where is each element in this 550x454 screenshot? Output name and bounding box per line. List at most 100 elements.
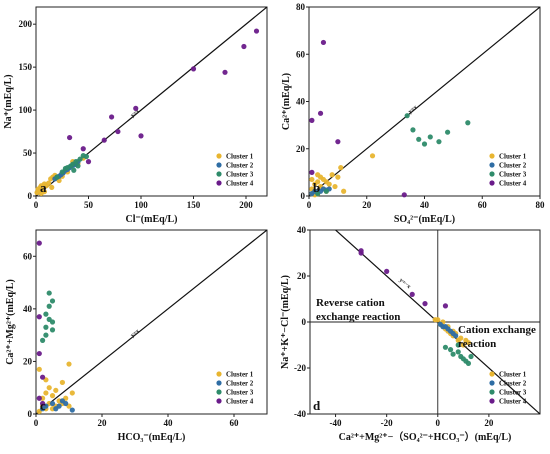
data-point <box>241 43 247 50</box>
data-point <box>109 114 115 120</box>
series-cluster-2 <box>437 321 459 339</box>
legend-entry: Cluster 4 <box>499 180 527 188</box>
data-point <box>36 240 42 246</box>
legend-entry: Cluster 1 <box>499 153 527 161</box>
data-point <box>455 342 461 348</box>
data-point <box>73 159 79 165</box>
annotation-line: Reverse cation <box>316 297 385 309</box>
data-point <box>410 127 416 133</box>
data-point <box>341 188 347 194</box>
data-point <box>43 311 49 317</box>
data-point <box>309 117 315 123</box>
x-tick-label: -20 <box>381 418 393 428</box>
data-point <box>46 180 52 186</box>
data-point <box>133 105 139 111</box>
data-point <box>468 353 474 360</box>
data-point <box>445 129 451 135</box>
x-tick-label: 100 <box>134 200 148 210</box>
legend-entry: Cluster 2 <box>499 162 527 170</box>
data-point <box>36 366 42 372</box>
x-tick-label: 40 <box>420 200 430 210</box>
data-point <box>59 169 65 175</box>
legend-entry: Cluster 2 <box>226 380 254 388</box>
y-tick-label: 20 <box>296 144 306 154</box>
y-tick-label: 40 <box>23 304 33 314</box>
data-point <box>427 134 433 140</box>
series-cluster-4 <box>358 248 449 309</box>
data-point <box>101 137 107 143</box>
legend-marker <box>489 153 495 159</box>
data-point <box>40 374 46 380</box>
legend-marker <box>216 371 222 377</box>
data-point <box>36 314 42 320</box>
data-point <box>332 183 338 190</box>
x-tick-label: -40 <box>330 418 342 428</box>
legend-entry: Cluster 1 <box>499 371 527 379</box>
chart-panel-c: 0 20 40 60 0 20 40 60 y=x HCO₃⁻(mEq/L) Ca²⁺+Mg²⁺(m… <box>5 229 268 443</box>
data-point <box>465 120 471 126</box>
series-cluster-3 <box>442 342 474 366</box>
legend-entry: Cluster 2 <box>226 162 254 170</box>
legend-marker <box>489 380 495 386</box>
data-point <box>80 146 86 152</box>
y-tick-label: 100 <box>19 105 33 115</box>
y-tick-label: 80 <box>296 2 306 12</box>
data-point <box>447 347 454 353</box>
y-axis-label: Na⁺+K⁺−Cl⁻(mEq/L) <box>280 275 291 369</box>
legend-marker <box>489 180 495 186</box>
data-point <box>69 390 75 396</box>
data-point <box>49 327 56 333</box>
data-point <box>46 303 52 309</box>
data-point <box>453 333 459 339</box>
chart-panel-d: -40 -20 0 20-40-2002040y=−xCa²⁺+Mg²⁺−（SO₄²⁻… <box>280 225 541 443</box>
x-tick-label: 80 <box>536 200 546 210</box>
data-point <box>222 69 228 75</box>
data-point <box>59 379 65 386</box>
data-point <box>36 350 42 357</box>
legend-marker <box>489 162 495 168</box>
data-point <box>450 351 456 357</box>
data-point <box>77 156 83 162</box>
series-cluster-4 <box>309 39 407 198</box>
x-tick-label: 20 <box>484 418 494 428</box>
data-point <box>54 174 60 180</box>
legend-entry: Cluster 4 <box>226 180 254 188</box>
data-point <box>53 387 59 393</box>
series-cluster-3 <box>315 113 471 197</box>
data-point <box>71 167 77 173</box>
y-axis-label: Na⁺(mEq/L) <box>3 74 14 128</box>
data-point <box>115 128 121 135</box>
x-axis-label: SO₄²⁻(mEq/L) <box>394 214 455 225</box>
reference-line-label: y=x <box>407 105 418 116</box>
legend-entry: Cluster 1 <box>226 371 254 379</box>
x-tick-label: 50 <box>84 200 94 210</box>
panel-letter: c <box>40 398 46 413</box>
data-point <box>49 400 56 407</box>
data-point <box>422 301 428 307</box>
y-tick-label: 20 <box>23 356 33 366</box>
annotation-line: reaction <box>458 338 496 350</box>
data-point <box>421 141 428 147</box>
plot-frame <box>35 6 268 197</box>
data-point <box>323 188 329 194</box>
y-tick-label: 200 <box>19 19 33 29</box>
data-point <box>43 390 49 396</box>
y-tick-label: 0 <box>301 191 306 201</box>
data-point <box>49 319 56 325</box>
x-tick-label: 200 <box>239 200 253 210</box>
data-point <box>36 395 42 401</box>
data-point <box>442 303 449 309</box>
annotation-cation-exchange: Cation exchange reaction <box>458 324 536 350</box>
legend-entry: Cluster 1 <box>226 153 254 161</box>
legend-marker <box>489 398 495 404</box>
y-tick-label: 60 <box>23 251 33 261</box>
data-point <box>455 349 461 355</box>
data-point <box>315 179 321 185</box>
data-point <box>309 176 315 183</box>
data-point <box>315 191 321 197</box>
x-tick-label: 0 <box>34 418 39 428</box>
data-point <box>69 407 75 413</box>
